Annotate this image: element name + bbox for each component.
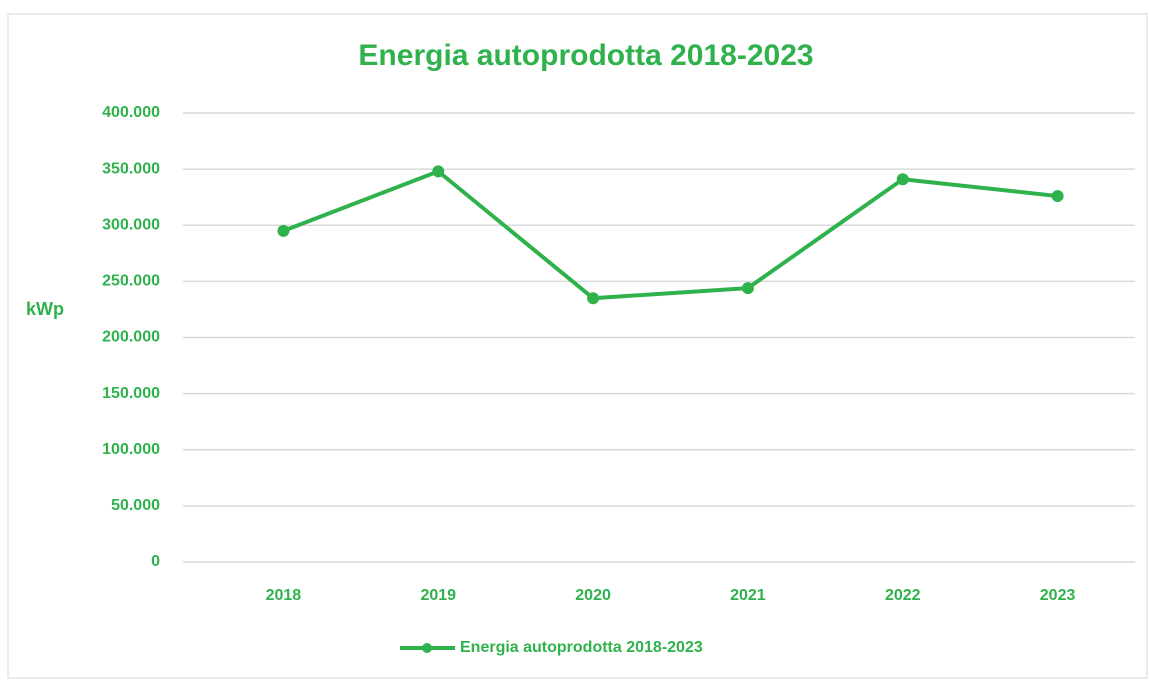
y-tick-label: 400.000 (102, 104, 160, 121)
chart-title: Energia autoprodotta 2018-2023 (358, 39, 813, 72)
y-axis-label: kWp (26, 299, 64, 319)
data-point (1051, 190, 1064, 203)
data-point (432, 165, 445, 178)
x-tick-label: 2020 (575, 587, 611, 604)
y-tick-label: 250.000 (102, 273, 160, 290)
x-tick-label: 2018 (266, 587, 302, 604)
x-tick-label: 2023 (1040, 587, 1076, 604)
series-line (282, 169, 1058, 301)
y-tick-label: 350.000 (102, 160, 160, 177)
x-tick-label: 2022 (885, 587, 921, 604)
chart-border (7, 13, 1148, 679)
y-tick-label: 0 (151, 553, 160, 570)
y-tick-label: 200.000 (102, 329, 160, 346)
legend-marker (422, 643, 432, 653)
x-tick-label: 2021 (730, 587, 766, 604)
data-point (896, 173, 909, 186)
y-tick-label: 100.000 (102, 441, 160, 458)
data-point (587, 292, 600, 305)
x-tick-label: 2019 (420, 587, 456, 604)
data-point (741, 282, 754, 295)
y-tick-label: 50.000 (111, 497, 160, 514)
y-tick-label: 300.000 (102, 216, 160, 233)
y-tick-label: 150.000 (102, 385, 160, 402)
data-point (277, 224, 290, 237)
legend-label: Energia autoprodotta 2018-2023 (460, 639, 703, 656)
